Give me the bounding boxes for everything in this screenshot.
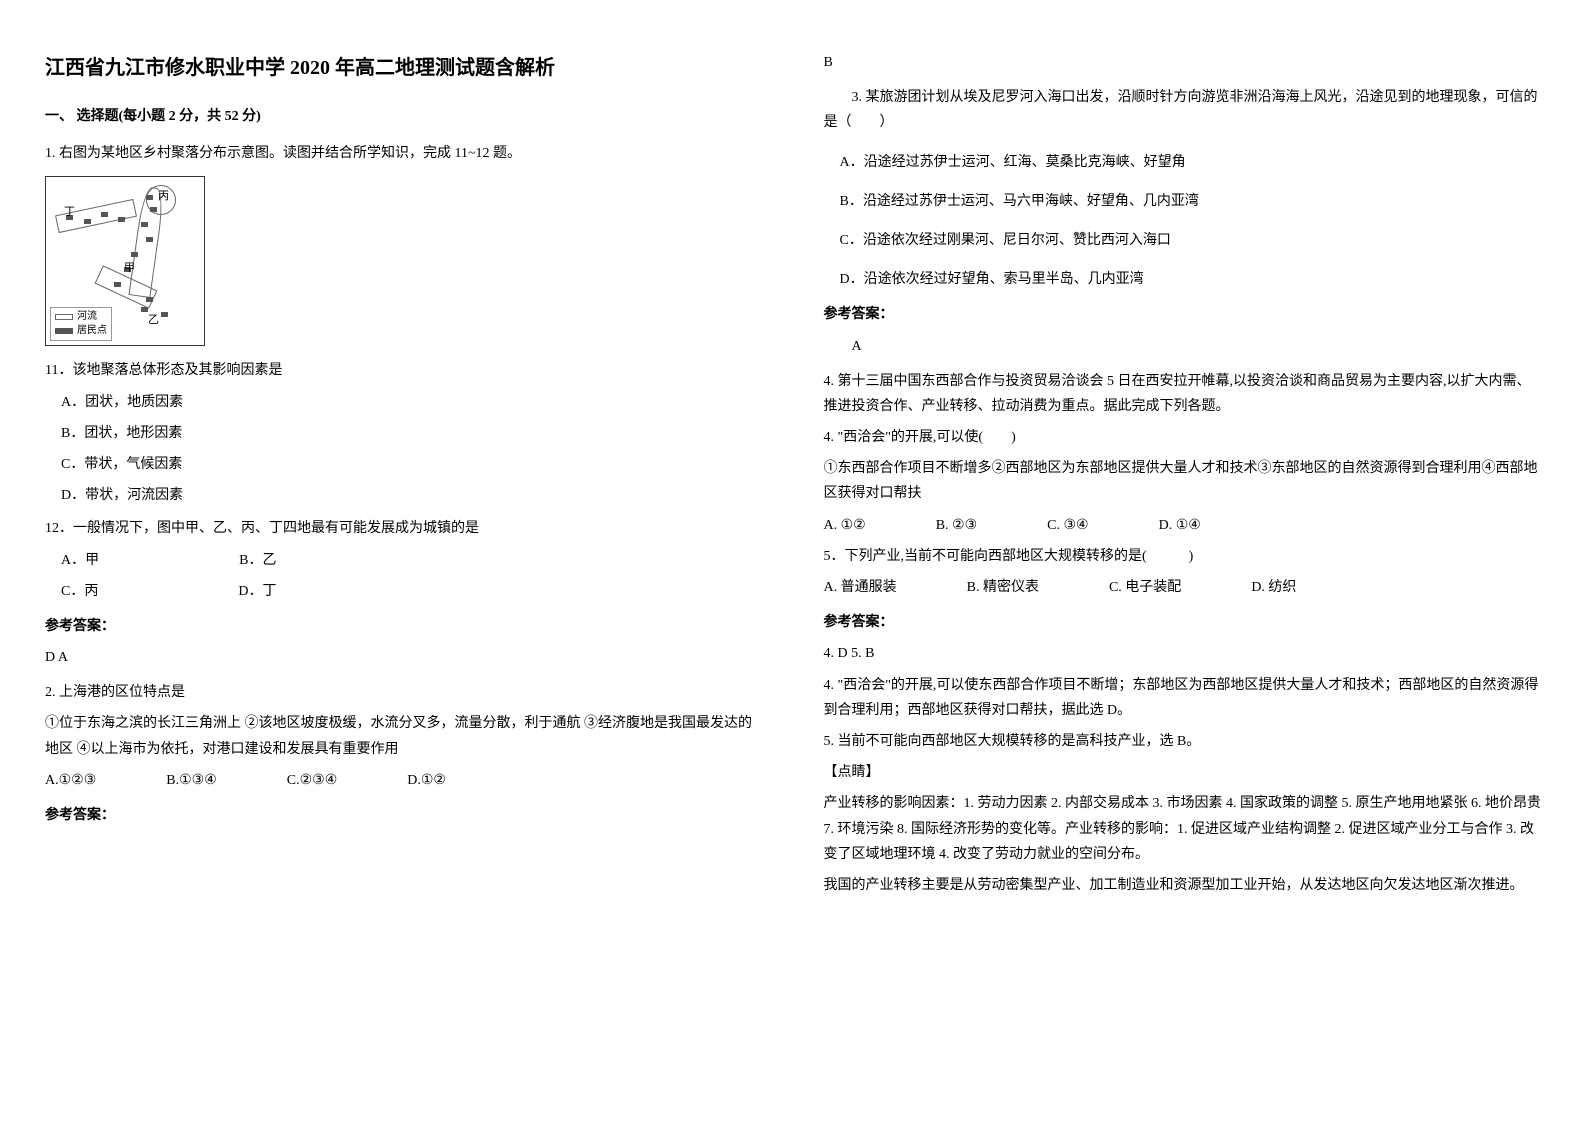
settlement-dot: [101, 212, 108, 217]
q4-option-d: D. ①④: [1159, 513, 1201, 538]
q3-option-d: D．沿途依次经过好望角、索马里半岛、几内亚湾: [840, 267, 1543, 292]
q12-text: 12．一般情况下，图中甲、乙、丙、丁四地最有可能发展成为城镇的是: [45, 516, 764, 541]
settlement-dot: [161, 312, 168, 317]
settlement-dot: [141, 307, 148, 312]
q12-option-b: B．乙: [239, 548, 276, 573]
answer-1: D A: [45, 645, 764, 670]
q4-option-c: C. ③④: [1047, 513, 1088, 538]
q2-option-b: B.①③④: [166, 768, 217, 793]
legend-settle-label: 居民点: [77, 324, 107, 338]
answer-header-3: 参考答案：: [824, 302, 1543, 327]
settlement-dot: [114, 282, 121, 287]
q5-option-d: D. 纺织: [1251, 575, 1296, 600]
settlement-dot: [141, 222, 148, 227]
settlement-dot: [146, 195, 153, 200]
q2-text: 2. 上海港的区位特点是: [45, 680, 764, 705]
point-header: 【点睛】: [824, 760, 1543, 785]
settlement-dot: [146, 297, 153, 302]
q11-option-a: A．团状，地质因素: [61, 390, 764, 415]
q1-intro: 1. 右图为某地区乡村聚落分布示意图。读图并结合所学知识，完成 11~12 题。: [45, 141, 764, 166]
legend-river-label: 河流: [77, 310, 97, 324]
q2-option-c: C.②③④: [287, 768, 338, 793]
q2-option-a: A.①②③: [45, 768, 96, 793]
q5-text: 5．下列产业,当前不可能向西部地区大规模转移的是( ): [824, 544, 1543, 569]
diagram-legend: 河流 居民点: [50, 307, 112, 341]
q12-option-c: C．丙: [61, 579, 98, 604]
answer-3: A: [824, 334, 1543, 359]
q4-option-b: B. ②③: [936, 513, 977, 538]
legend-river-icon: [55, 314, 73, 320]
answer-4: 4. D 5. B: [824, 641, 1543, 666]
q3-option-b: B．沿途经过苏伊士运河、马六甲海峡、好望角、几内亚湾: [840, 189, 1543, 214]
q5-option-a: A. 普通服装: [824, 575, 897, 600]
q5-option-b: B. 精密仪表: [967, 575, 1039, 600]
answer-header-1: 参考答案：: [45, 614, 764, 639]
label-yi: 乙: [148, 311, 159, 331]
answer-2: B: [824, 50, 1543, 75]
point-1: 产业转移的影响因素：1. 劳动力因素 2. 内部交易成本 3. 市场因素 4. …: [824, 791, 1543, 867]
q2-option-d: D.①②: [407, 768, 446, 793]
page-title: 江西省九江市修水职业中学 2020 年高二地理测试题含解析: [45, 50, 764, 86]
answer-header-2: 参考答案：: [45, 803, 764, 828]
point-2: 我国的产业转移主要是从劳动密集型产业、加工制造业和资源型加工业开始，从发达地区向…: [824, 873, 1543, 898]
settlement-dot: [150, 207, 157, 212]
explanation-5: 5. 当前不可能向西部地区大规模转移的是高科技产业，选 B。: [824, 729, 1543, 754]
q5-option-c: C. 电子装配: [1109, 575, 1181, 600]
q11-option-c: C．带状，气候因素: [61, 452, 764, 477]
q4-sub: 4. "西洽会"的开展,可以使( ): [824, 425, 1543, 450]
settlement-diagram: 丙 丁 甲 乙 河流 居民点: [45, 176, 205, 346]
q3-option-c: C．沿途依次经过刚果河、尼日尔河、赞比西河入海口: [840, 228, 1543, 253]
q12-option-d: D．丁: [238, 579, 276, 604]
answer-header-4: 参考答案：: [824, 610, 1543, 635]
q4-option-a: A. ①②: [824, 513, 866, 538]
label-bing: 丙: [158, 187, 169, 207]
q4-intro: 4. 第十三届中国东西部合作与投资贸易洽谈会 5 日在西安拉开帷幕,以投资洽谈和…: [824, 369, 1543, 419]
section-header: 一、 选择题(每小题 2 分，共 52 分): [45, 104, 764, 129]
settlement-dot: [146, 237, 153, 242]
q3-option-a: A．沿途经过苏伊士运河、红海、莫桑比克海峡、好望角: [840, 150, 1543, 175]
legend-settle-icon: [55, 328, 73, 334]
q12-option-a: A．甲: [61, 548, 99, 573]
settlement-dot: [118, 217, 125, 222]
q11-option-b: B．团状，地形因素: [61, 421, 764, 446]
q3-intro: 3. 某旅游团计划从埃及尼罗河入海口出发，沿顺时针方向游览非洲沿海海上风光，沿途…: [824, 85, 1543, 135]
q11-option-d: D．带状，河流因素: [61, 483, 764, 508]
label-jia: 甲: [124, 259, 135, 279]
q4-body: ①东西部合作项目不断增多②西部地区为东部地区提供大量人才和技术③东部地区的自然资…: [824, 456, 1543, 506]
q11-text: 11．该地聚落总体形态及其影响因素是: [45, 358, 764, 383]
settlement-dot: [84, 219, 91, 224]
settlement-dot: [131, 252, 138, 257]
q2-body: ①位于东海之滨的长江三角洲上 ②该地区坡度极缓，水流分叉多，流量分散，利于通航 …: [45, 711, 764, 761]
label-ding: 丁: [64, 203, 75, 223]
explanation-4: 4. "西洽会"的开展,可以使东西部合作项目不断增；东部地区为西部地区提供大量人…: [824, 673, 1543, 723]
